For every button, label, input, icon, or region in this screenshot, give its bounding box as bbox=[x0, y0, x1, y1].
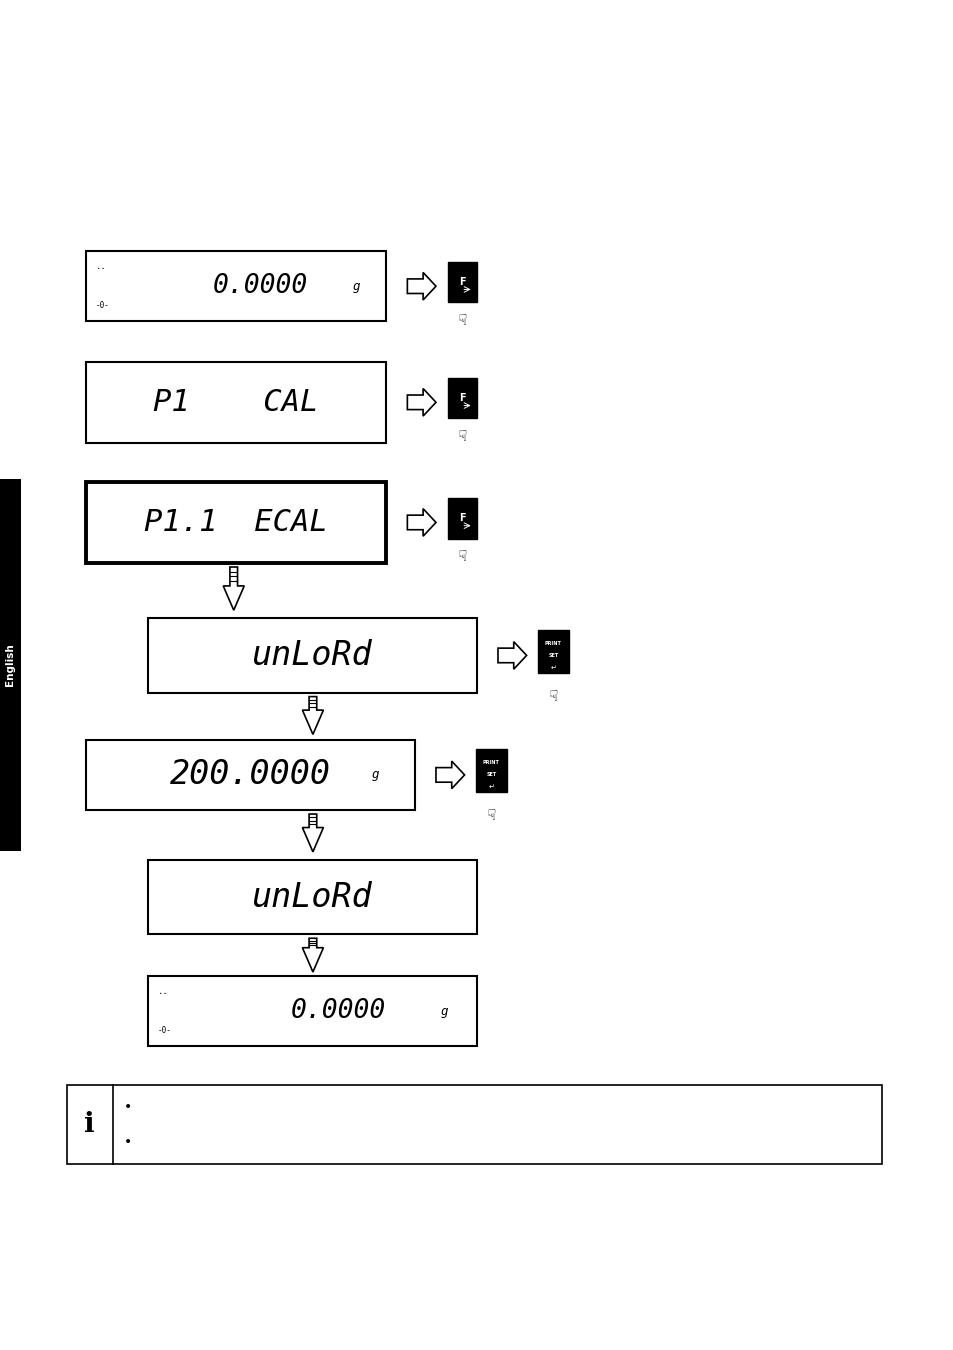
FancyBboxPatch shape bbox=[86, 482, 386, 563]
Text: g: g bbox=[372, 768, 379, 782]
Text: i: i bbox=[84, 1111, 95, 1138]
Text: •: • bbox=[124, 1135, 132, 1149]
Polygon shape bbox=[407, 509, 436, 536]
Text: ☟: ☟ bbox=[457, 429, 467, 444]
FancyBboxPatch shape bbox=[476, 749, 506, 792]
Text: ☟: ☟ bbox=[486, 809, 496, 824]
FancyArrow shape bbox=[302, 814, 323, 852]
Text: ☟: ☟ bbox=[457, 313, 467, 328]
Text: F: F bbox=[459, 277, 465, 288]
FancyBboxPatch shape bbox=[0, 479, 21, 850]
Text: ..: .. bbox=[95, 262, 106, 271]
Text: 200.0000: 200.0000 bbox=[170, 759, 331, 791]
Polygon shape bbox=[497, 641, 526, 670]
Text: SET: SET bbox=[486, 772, 496, 778]
Text: g: g bbox=[353, 279, 359, 293]
Text: 0.0000: 0.0000 bbox=[213, 273, 308, 300]
Text: ☟: ☟ bbox=[457, 549, 467, 564]
Text: PRINT: PRINT bbox=[482, 760, 499, 765]
Text: P1.1  ECAL: P1.1 ECAL bbox=[144, 508, 328, 537]
FancyArrow shape bbox=[302, 697, 323, 734]
Text: ..: .. bbox=[157, 987, 168, 996]
FancyBboxPatch shape bbox=[448, 498, 476, 539]
Text: F: F bbox=[459, 513, 465, 524]
Text: unLoRd: unLoRd bbox=[252, 880, 373, 914]
Text: -0-: -0- bbox=[157, 1026, 172, 1035]
FancyBboxPatch shape bbox=[148, 976, 476, 1046]
FancyBboxPatch shape bbox=[537, 629, 568, 672]
Text: •: • bbox=[124, 1100, 132, 1114]
Text: F: F bbox=[459, 393, 465, 404]
Text: unLoRd: unLoRd bbox=[252, 639, 373, 672]
Text: ↵: ↵ bbox=[550, 664, 556, 671]
Text: PRINT: PRINT bbox=[544, 641, 561, 645]
Text: ☟: ☟ bbox=[548, 688, 558, 703]
FancyArrow shape bbox=[302, 938, 323, 972]
Text: P1    CAL: P1 CAL bbox=[153, 387, 318, 417]
FancyBboxPatch shape bbox=[67, 1085, 882, 1164]
FancyBboxPatch shape bbox=[448, 378, 476, 418]
Text: 0.0000: 0.0000 bbox=[291, 998, 386, 1025]
FancyBboxPatch shape bbox=[86, 362, 386, 443]
FancyBboxPatch shape bbox=[148, 860, 476, 934]
Text: SET: SET bbox=[548, 653, 558, 657]
FancyArrow shape bbox=[223, 567, 244, 610]
Text: g: g bbox=[440, 1004, 447, 1018]
Text: ↵: ↵ bbox=[488, 784, 494, 790]
FancyBboxPatch shape bbox=[448, 262, 476, 302]
Polygon shape bbox=[407, 273, 436, 300]
Polygon shape bbox=[407, 389, 436, 416]
Text: -0-: -0- bbox=[95, 301, 110, 310]
FancyBboxPatch shape bbox=[86, 251, 386, 321]
FancyBboxPatch shape bbox=[148, 618, 476, 693]
Polygon shape bbox=[436, 761, 464, 788]
Text: English: English bbox=[6, 644, 15, 686]
FancyBboxPatch shape bbox=[86, 740, 415, 810]
